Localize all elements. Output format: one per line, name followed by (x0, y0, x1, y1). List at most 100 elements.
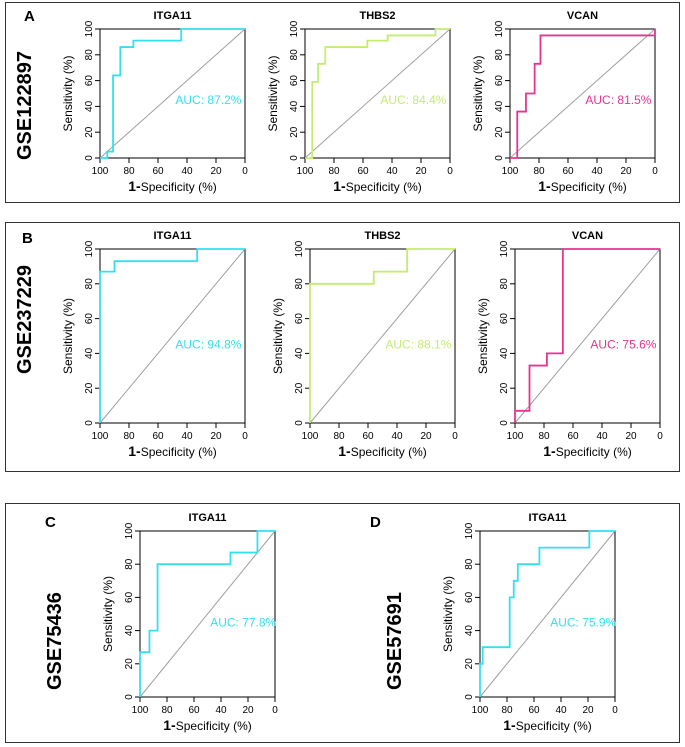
roc-chart-b-itga11: ITGA11 0 20 40 60 80 100 100 80 60 40 20 0 Sensitivit… (61, 230, 248, 459)
diagonal-reference-line (309, 248, 456, 424)
chart-title: THBS2 (359, 10, 395, 22)
x-axis-label-prefix: 1- (128, 443, 141, 459)
y-axis-label: Sensitivity (%) (476, 298, 490, 374)
y-tick-label: 100 (294, 240, 305, 257)
roc-chart-b-thbs2: THBS2 0 20 40 60 80 100 100 80 60 40 20 0 Sensitivity… (271, 230, 458, 459)
y-tick-label: 60 (494, 75, 505, 87)
y-tick-label: 100 (84, 240, 95, 257)
x-tick-label: 0 (652, 166, 658, 177)
x-axis-label-text: Specificity (%) (556, 445, 632, 459)
y-tick-label: 0 (84, 420, 95, 426)
auc-label: AUC: 87.2% (175, 93, 241, 107)
roc-chart-c-itga11: ITGA11 0 20 40 60 80 100 100 80 60 40 20 0 Sensitivit… (101, 512, 278, 733)
x-axis-label-text: Specificity (%) (346, 180, 422, 194)
x-tick-label: 80 (501, 705, 513, 716)
y-tick-label: 40 (84, 347, 95, 359)
x-tick-label: 100 (92, 166, 109, 177)
y-tick-label: 0 (289, 155, 300, 161)
y-tick-label: 80 (289, 49, 300, 61)
x-axis-label: 1-Specificity (%) (543, 443, 631, 459)
y-axis-label: Sensitivity (%) (266, 55, 280, 131)
x-tick-label: 80 (333, 431, 345, 442)
y-tick-label: 60 (464, 591, 475, 603)
chart-title: ITGA11 (529, 512, 567, 524)
y-axis-label: Sensitivity (%) (101, 576, 115, 652)
x-tick-label: 60 (188, 705, 200, 716)
x-tick-label: 20 (210, 166, 222, 177)
panel-letter-a: A (24, 8, 35, 25)
x-tick-label: 60 (152, 431, 164, 442)
x-axis-label: 1-Specificity (%) (163, 717, 251, 733)
x-tick-label: 40 (596, 431, 608, 442)
y-tick-label: 40 (494, 100, 505, 112)
x-tick-label: 20 (415, 166, 427, 177)
chart-title: VCAN (572, 230, 603, 242)
diagonal-reference-line (479, 530, 616, 698)
x-axis-label-text: Specificity (%) (141, 445, 217, 459)
roc-chart-d-itga11: ITGA11 0 20 40 60 80 100 100 80 60 40 20 0 Sensitivit… (441, 512, 618, 733)
plot-frame (509, 28, 656, 159)
auc-label: AUC: 88.1% (385, 338, 451, 352)
y-tick-label: 80 (294, 278, 305, 290)
chart-title: ITGA11 (154, 10, 192, 22)
roc-chart-a-vcan: VCAN 0 20 40 60 80 100 100 80 60 40 20 0 Sensitivity … (471, 10, 658, 194)
x-axis-label-text: Specificity (%) (351, 445, 427, 459)
roc-chart-a-thbs2: THBS2 0 20 40 60 80 100 100 80 60 40 20 0 Sensitivity… (266, 10, 453, 194)
y-tick-label: 20 (294, 382, 305, 394)
diagonal-reference-line (514, 248, 661, 424)
x-axis-label-text: Specificity (%) (141, 180, 217, 194)
x-tick-label: 80 (533, 166, 545, 177)
x-axis-label-text: Specificity (%) (516, 719, 592, 733)
x-tick-label: 20 (582, 705, 594, 716)
x-tick-label: 40 (181, 166, 193, 177)
x-tick-label: 100 (132, 705, 149, 716)
y-axis-label: Sensitivity (%) (61, 298, 75, 374)
panel-letter-d: D (370, 514, 381, 531)
auc-label: AUC: 94.8% (175, 338, 241, 352)
x-tick-label: 20 (210, 431, 222, 442)
y-tick-label: 0 (294, 420, 305, 426)
chart-title: VCAN (567, 10, 598, 22)
roc-chart-a-itga11: ITGA11 0 20 40 60 80 100 100 80 60 40 20 0 Sensitivit… (61, 10, 248, 194)
x-tick-label: 60 (152, 166, 164, 177)
y-tick-label: 40 (289, 100, 300, 112)
x-tick-label: 100 (302, 431, 319, 442)
x-axis-label-prefix: 1- (333, 178, 346, 194)
y-tick-label: 60 (124, 591, 135, 603)
dataset-label-b: GSE237229 (14, 265, 36, 374)
x-axis-label-prefix: 1- (128, 178, 141, 194)
x-tick-label: 80 (123, 166, 135, 177)
y-tick-label: 60 (289, 75, 300, 87)
y-tick-label: 20 (499, 382, 510, 394)
x-axis-label: 1-Specificity (%) (538, 178, 626, 194)
x-tick-label: 40 (215, 705, 227, 716)
x-tick-label: 40 (386, 166, 398, 177)
x-tick-label: 60 (567, 431, 579, 442)
x-tick-label: 40 (181, 431, 193, 442)
y-tick-label: 60 (294, 313, 305, 325)
y-tick-label: 0 (494, 155, 505, 161)
y-tick-label: 100 (124, 522, 135, 539)
x-tick-label: 60 (362, 431, 374, 442)
x-axis-label: 1-Specificity (%) (128, 443, 216, 459)
plot-frame (139, 530, 276, 698)
x-axis-label-prefix: 1- (338, 443, 351, 459)
x-tick-label: 60 (528, 705, 540, 716)
x-tick-label: 40 (555, 705, 567, 716)
x-tick-label: 100 (92, 431, 109, 442)
x-tick-label: 60 (357, 166, 369, 177)
x-tick-label: 100 (507, 431, 524, 442)
y-tick-label: 40 (84, 100, 95, 112)
chart-title: ITGA11 (189, 512, 227, 524)
diagonal-reference-line (99, 248, 246, 424)
y-tick-label: 40 (294, 347, 305, 359)
panel-letter-c: C (45, 514, 56, 531)
y-tick-label: 100 (289, 20, 300, 37)
x-axis-label-prefix: 1- (503, 717, 516, 733)
x-tick-label: 40 (591, 166, 603, 177)
dataset-label-a: GSE122897 (14, 51, 36, 160)
y-tick-label: 40 (464, 625, 475, 637)
roc-curve (514, 248, 660, 423)
plot-frame (304, 28, 451, 159)
x-tick-label: 80 (123, 431, 135, 442)
